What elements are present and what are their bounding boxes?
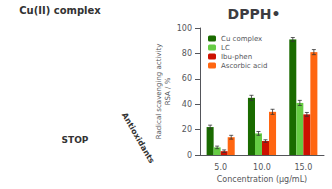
svg-text:Cu(II) complex: Cu(II) complex — [19, 5, 101, 16]
svg-text:Ascorbic acid: Ascorbic acid — [221, 62, 267, 70]
svg-text:Radical scavenging activity: Radical scavenging activity — [155, 44, 163, 140]
svg-text:100: 100 — [177, 24, 192, 33]
svg-text:RSA / %: RSA / % — [164, 77, 172, 105]
svg-text:Ibu-phen: Ibu-phen — [221, 53, 252, 61]
svg-text:40: 40 — [182, 100, 192, 109]
svg-text:LC: LC — [221, 44, 230, 52]
svg-text:0: 0 — [187, 151, 192, 160]
svg-text:STOP: STOP — [62, 135, 89, 145]
svg-text:20: 20 — [182, 125, 192, 134]
svg-text:Concentration (μg/mL): Concentration (μg/mL) — [217, 175, 308, 184]
svg-text:15.0: 15.0 — [294, 163, 312, 172]
svg-text:Cu complex: Cu complex — [221, 35, 262, 43]
svg-text:10.0: 10.0 — [253, 163, 271, 172]
svg-text:5.0: 5.0 — [214, 163, 227, 172]
svg-text:DPPH•: DPPH• — [228, 6, 281, 22]
svg-text:Antioxidants: Antioxidants — [120, 111, 156, 165]
svg-text:80: 80 — [182, 49, 192, 58]
svg-text:60: 60 — [182, 74, 192, 83]
